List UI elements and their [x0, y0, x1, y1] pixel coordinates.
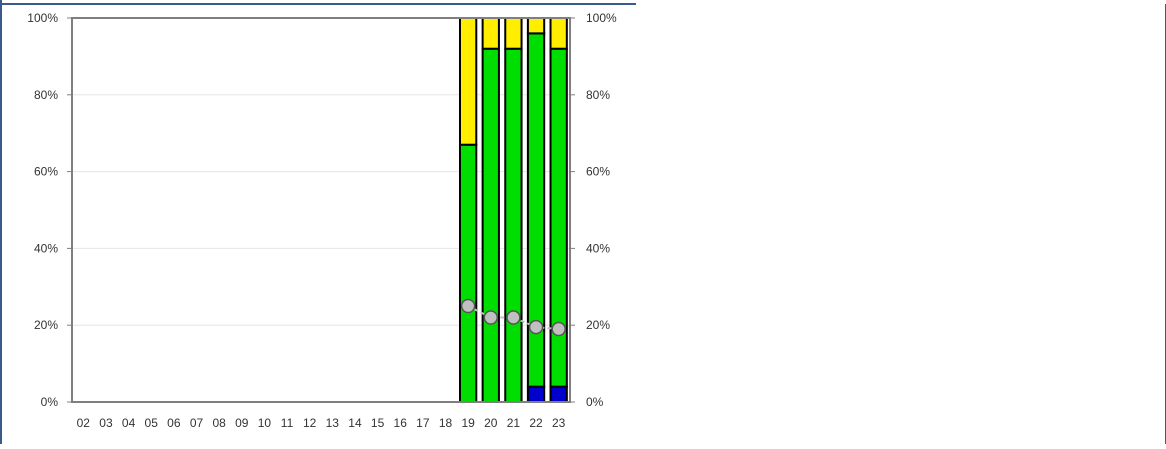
line-series-path: [467, 305, 559, 331]
bar-segment: [526, 17, 546, 35]
bar-segment: [549, 17, 568, 50]
x-tick-label: 13: [326, 416, 340, 430]
axis-labels: 0% 20% 40% 60% 80% 100% 0% 20% 40% 60% 80% 100% 02 03…: [27, 11, 617, 430]
x-tick-label: 20: [484, 416, 498, 430]
line-point: [483, 310, 499, 325]
x-tick-label: 14: [348, 416, 362, 430]
x-tick-label: 11: [281, 416, 294, 430]
x-tick-label: 16: [394, 416, 408, 430]
secondary-y-tick-label: 40%: [586, 241, 610, 255]
x-tick-label: 07: [190, 416, 204, 430]
bar-segment: [481, 17, 500, 50]
y-tick-label: 100%: [27, 11, 58, 25]
x-tick-label: 12: [303, 416, 317, 430]
secondary-y-tick-label: 100%: [586, 11, 617, 25]
line-point: [551, 321, 566, 337]
bar-segment: [481, 47, 500, 403]
x-tick-label: 22: [529, 416, 543, 430]
line-series: [460, 298, 566, 337]
bar-segment: [458, 17, 478, 146]
x-tick-label: 04: [122, 416, 136, 430]
y-tick-label: 80%: [34, 88, 58, 102]
x-tick-label: 08: [212, 416, 226, 430]
x-tick-label: 19: [461, 416, 475, 430]
y-tick-label: 20%: [34, 318, 58, 332]
secondary-y-tick-label: 80%: [586, 88, 610, 102]
bar-segment: [549, 385, 568, 404]
x-tick-label: 03: [99, 416, 113, 430]
x-tick-label: 02: [77, 416, 91, 430]
line-point: [460, 298, 476, 314]
bars: [458, 17, 568, 404]
axes: [67, 17, 575, 403]
y-tick-label: 40%: [34, 241, 58, 255]
x-tick-label: 21: [507, 416, 521, 430]
x-tick-label: 23: [552, 416, 566, 430]
x-tick-label: 06: [167, 416, 181, 430]
line-point: [506, 310, 521, 325]
x-tick-label: 17: [416, 416, 430, 430]
bar-segment: [458, 143, 478, 403]
secondary-y-tick-label: 0%: [586, 395, 604, 409]
x-tick-label: 09: [235, 416, 249, 430]
bar-segment: [526, 385, 546, 404]
secondary-y-tick-label: 60%: [586, 165, 610, 179]
x-tick-label: 15: [371, 416, 385, 430]
x-tick-label: 18: [439, 416, 453, 430]
line-point: [528, 319, 544, 335]
bar-segment: [504, 17, 523, 50]
secondary-y-tick-label: 20%: [586, 318, 610, 332]
y-tick-label: 0%: [41, 395, 59, 409]
x-tick-label: 10: [258, 416, 272, 430]
plot-area-border: [71, 17, 571, 403]
bar-segment: [504, 47, 523, 403]
y-tick-label: 60%: [34, 165, 58, 179]
x-tick-label: 05: [145, 416, 159, 430]
